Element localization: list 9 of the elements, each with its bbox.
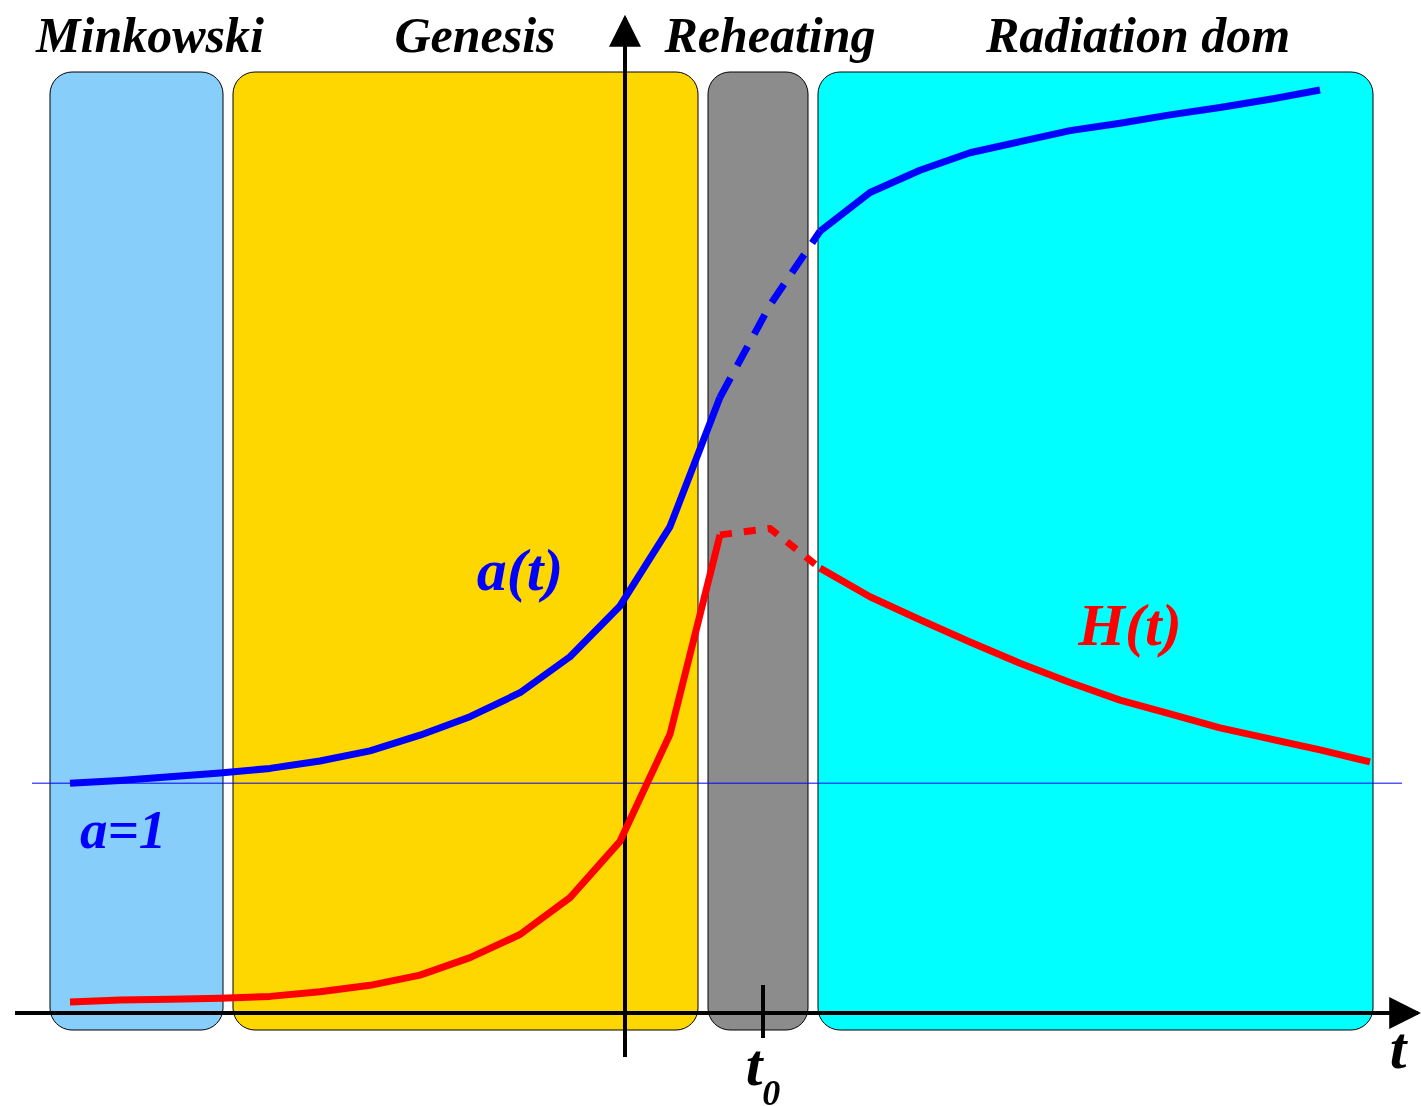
text: Minkowski: [35, 7, 265, 63]
text: Genesis: [394, 7, 556, 63]
text: Reheating: [663, 7, 876, 63]
text: t$_{0}$: [745, 1032, 781, 1106]
x-axis-title: t: [1389, 1015, 1409, 1081]
text: Radiation dom: [984, 7, 1291, 63]
series-label: H(t): [1077, 592, 1182, 658]
series-label: a(t): [476, 537, 564, 603]
annotation: a=1: [80, 799, 167, 861]
